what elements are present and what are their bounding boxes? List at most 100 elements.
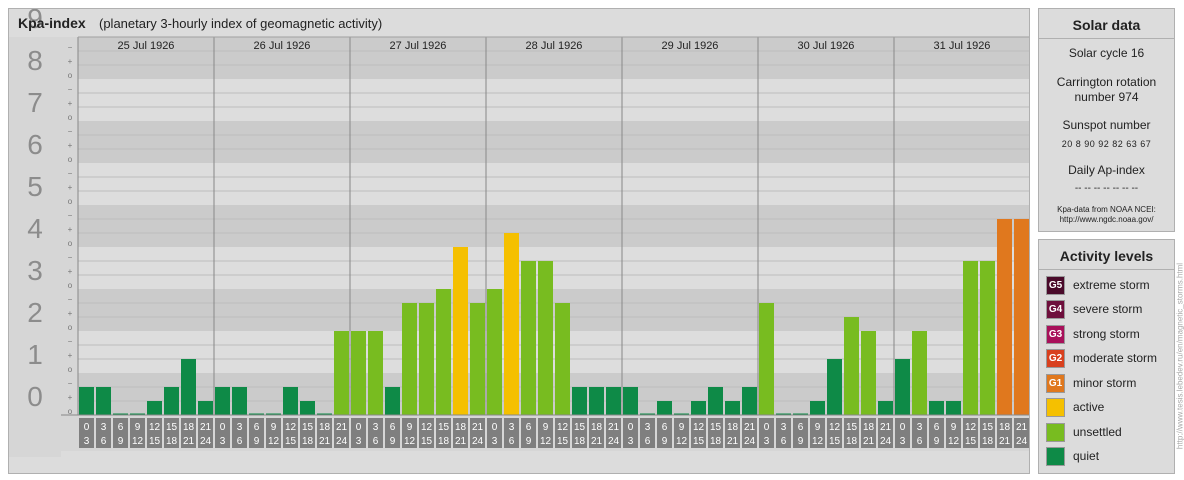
- interval-end: 15: [557, 436, 569, 447]
- interval-end: 15: [693, 436, 705, 447]
- interval-cell: [674, 418, 689, 448]
- y-tick-label: 0: [27, 381, 43, 412]
- kp-bar: [623, 386, 638, 415]
- interval-end: 21: [863, 436, 875, 447]
- interval-start: 18: [999, 422, 1011, 433]
- interval-start: 3: [781, 422, 787, 433]
- activity-title-divider: [1039, 269, 1174, 270]
- legend-label-active: active: [1073, 400, 1105, 414]
- interval-cell: [555, 418, 570, 448]
- interval-cell: [946, 418, 961, 448]
- interval-start: 0: [900, 422, 906, 433]
- kp-bar: [147, 401, 162, 415]
- interval-start: 6: [662, 422, 668, 433]
- minor-tick-label: −: [68, 211, 73, 220]
- interval-cell: [725, 418, 740, 448]
- interval-end: 3: [84, 436, 90, 447]
- interval-end: 9: [390, 436, 396, 447]
- legend-g3: G3 strong storm: [1046, 324, 1140, 344]
- interval-cell: [181, 418, 196, 448]
- interval-cell: [368, 418, 383, 448]
- interval-start: 15: [574, 422, 586, 433]
- interval-start: 9: [951, 422, 957, 433]
- interval-cell: [997, 418, 1012, 448]
- interval-start: 18: [455, 422, 467, 433]
- kp-bar: [470, 302, 485, 415]
- day-label: 26 Jul 1926: [254, 40, 311, 52]
- interval-cell: [861, 418, 876, 448]
- interval-cell: [470, 418, 485, 448]
- solar-data-panel: Solar data Solar cycle 16 Carrington rot…: [1038, 8, 1175, 232]
- kp-bar: [334, 331, 349, 415]
- interval-start: 21: [200, 422, 212, 433]
- y-tick-label: 6: [27, 129, 43, 160]
- kp-bar: [1014, 218, 1029, 415]
- interval-end: 24: [608, 436, 620, 447]
- interval-end: 6: [645, 436, 651, 447]
- kp-bar: [317, 413, 332, 415]
- interval-start: 12: [285, 422, 297, 433]
- legend-g4: G4 severe storm: [1046, 299, 1142, 319]
- interval-end: 3: [492, 436, 498, 447]
- minor-tick-label: +: [68, 57, 73, 66]
- interval-start: 18: [863, 422, 875, 433]
- minor-tick-label: +: [68, 351, 73, 360]
- swatch-g4: G4: [1046, 299, 1065, 319]
- interval-cell: [572, 418, 587, 448]
- interval-start: 6: [798, 422, 804, 433]
- interval-end: 3: [900, 436, 906, 447]
- interval-start: 6: [934, 422, 940, 433]
- kpa-chart-panel: 0 1 2 3 4 5 6 7 8 9 o + − o + − o + − o + − o + − o + − o + − o + − o + −25 …: [8, 8, 1030, 474]
- y-tick-label: 2: [27, 297, 43, 328]
- minor-tick-label: −: [68, 127, 73, 136]
- interval-start: 9: [815, 422, 821, 433]
- interval-cell: [793, 418, 808, 448]
- kp-bar: [776, 413, 791, 415]
- y-tick-label: 7: [27, 87, 43, 118]
- minor-tick-label: o: [68, 197, 73, 206]
- interval-end: 12: [812, 436, 824, 447]
- y-tick-label: 3: [27, 255, 43, 286]
- sunspot-label: Sunspot number: [1062, 118, 1151, 132]
- interval-start: 3: [101, 422, 107, 433]
- interval-cell: [113, 418, 128, 448]
- kp-bar: [232, 386, 247, 415]
- interval-cell: [623, 418, 638, 448]
- daily-ap-label: Daily Ap-index: [1068, 163, 1145, 177]
- kp-bar: [504, 233, 519, 415]
- interval-start: 9: [679, 422, 685, 433]
- interval-cell: [266, 418, 281, 448]
- interval-cell: [963, 418, 978, 448]
- y-tick-label: 8: [27, 45, 43, 76]
- interval-cell: [810, 418, 825, 448]
- kp-bar: [351, 331, 366, 415]
- legend-label-g5: extreme storm: [1073, 278, 1150, 292]
- interval-end: 15: [421, 436, 433, 447]
- interval-cell: [878, 418, 893, 448]
- minor-tick-label: +: [68, 309, 73, 318]
- interval-start: 18: [591, 422, 603, 433]
- site-credit: http://www.tesis.lebedev.ru/en/magnetic_…: [1176, 240, 1184, 472]
- interval-cell: [708, 418, 723, 448]
- interval-start: 0: [492, 422, 498, 433]
- kp-bar: [402, 302, 417, 415]
- kp-bar: [266, 413, 281, 415]
- interval-cell: [487, 418, 502, 448]
- kp-bar: [691, 401, 706, 415]
- interval-end: 6: [101, 436, 107, 447]
- interval-start: 3: [509, 422, 515, 433]
- level-band: [61, 205, 1029, 247]
- kp-bar: [589, 386, 604, 415]
- swatch-g2: G2: [1046, 348, 1065, 368]
- kp-bar: [96, 386, 111, 415]
- activity-levels-panel: Activity levels G5 extreme storm G4 seve…: [1038, 239, 1175, 474]
- interval-start: 0: [220, 422, 226, 433]
- interval-start: 9: [271, 422, 277, 433]
- kp-bar: [368, 331, 383, 415]
- interval-start: 18: [183, 422, 195, 433]
- interval-start: 15: [438, 422, 450, 433]
- legend-label-unsettled: unsettled: [1073, 425, 1122, 439]
- swatch-quiet: [1046, 446, 1065, 466]
- kp-bar: [521, 260, 536, 415]
